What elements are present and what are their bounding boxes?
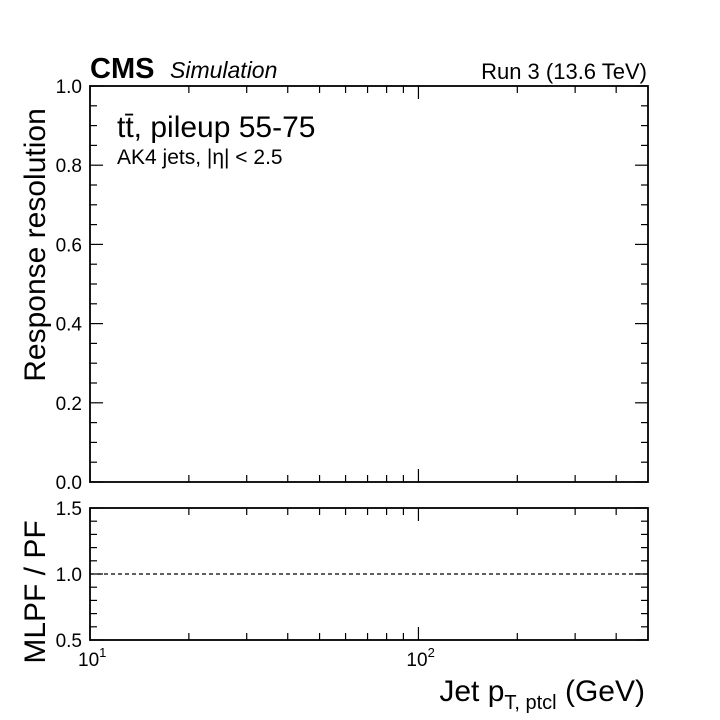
y-tick-label: 0.0	[56, 473, 82, 494]
x-tick-exponent: 1	[99, 645, 106, 660]
x-tick-label: 102	[406, 645, 434, 671]
x-axis-title-main: Jet p	[439, 675, 504, 708]
y-tick-label: 1.5	[56, 499, 82, 520]
y-tick-label: 1.0	[56, 565, 82, 586]
x-axis-title: Jet pT, ptcl (GeV)	[439, 675, 645, 714]
x-axis-title-tail: (GeV)	[557, 675, 645, 708]
y-tick-label: 0.4	[56, 315, 83, 336]
x-tick-label: 101	[78, 645, 106, 671]
run-label: Run 3 (13.6 TeV)	[481, 59, 647, 84]
plot-frame	[89, 507, 649, 641]
y-tick-label: 0.6	[56, 235, 82, 256]
x-tick-base: 10	[78, 650, 99, 671]
experiment: CMS	[90, 53, 154, 85]
status: Simulation	[170, 57, 277, 83]
y-axis-title: MLPF / PF	[19, 520, 52, 663]
x-tick-base: 10	[406, 650, 427, 671]
y-axis-title: Response resolution	[19, 108, 52, 382]
annotation: AK4 jets, |η| < 2.5	[117, 146, 283, 169]
y-tick-label: 0.8	[56, 156, 82, 177]
y-tick-label: 0.5	[56, 631, 82, 652]
x-axis-title-sub: T, ptcl	[504, 692, 556, 714]
y-tick-label: 0.2	[56, 394, 82, 415]
y-tick-label: 1.0	[56, 77, 82, 98]
x-tick-exponent: 2	[428, 645, 435, 660]
annotation: tt̄, pileup 55-75	[117, 111, 315, 144]
